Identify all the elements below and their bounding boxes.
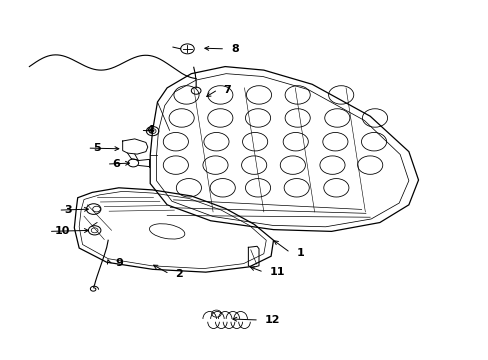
Text: 3: 3 xyxy=(64,205,72,215)
Text: 7: 7 xyxy=(223,85,231,95)
Text: 10: 10 xyxy=(54,226,70,237)
Text: 4: 4 xyxy=(146,125,154,135)
Text: 5: 5 xyxy=(93,143,101,153)
Text: 6: 6 xyxy=(112,159,120,169)
Text: 12: 12 xyxy=(264,315,280,325)
Text: 2: 2 xyxy=(175,269,183,279)
Text: 11: 11 xyxy=(269,267,285,277)
Text: 1: 1 xyxy=(296,248,304,258)
Text: 8: 8 xyxy=(230,44,238,54)
Text: 9: 9 xyxy=(115,258,122,268)
